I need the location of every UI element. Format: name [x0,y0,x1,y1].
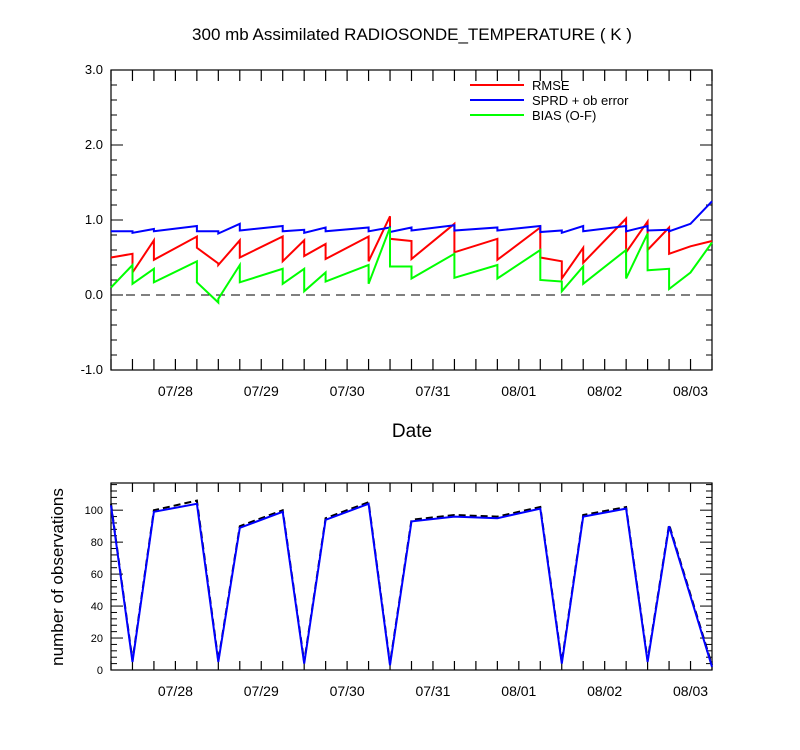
x-tick-label: 07/30 [330,383,365,399]
x-tick-label: 08/01 [501,683,536,699]
series-line-bias-o-f [110,227,713,305]
legend-label: SPRD + ob error [532,93,629,108]
y-tick-label: 100 [85,505,103,517]
y-tick-label: 80 [91,537,103,549]
bottom-series-group [110,499,713,668]
top-y-tick-labels: -1.0 0.0 1.0 2.0 3.0 [81,62,103,377]
top-axes-ticks [110,69,713,371]
y-tick-label: 20 [91,633,103,645]
y-tick-label: 60 [91,569,103,581]
x-tick-label: 08/03 [673,683,708,699]
x-tick-label: 08/03 [673,383,708,399]
y-tick-label: 2.0 [85,137,103,152]
x-tick-label: 07/30 [330,683,365,699]
bottom-y-tick-labels: 0 20 40 60 80 100 [85,505,103,677]
y-tick-label: 40 [91,601,103,613]
x-tick-label: 07/28 [158,383,193,399]
top-x-tick-labels: 07/28 07/29 07/30 07/31 08/01 08/02 08/03 [158,383,708,399]
x-tick-label: 08/02 [587,383,622,399]
y-tick-label: 3.0 [85,62,103,77]
chart-title: 300 mb Assimilated RADIOSONDE_TEMPERATUR… [192,25,632,44]
series-line-series-1 [110,502,713,668]
top-chart: 300 mb Assimilated RADIOSONDE_TEMPERATUR… [81,25,713,442]
x-tick-label: 08/01 [501,383,536,399]
y-tick-label: 0 [97,665,103,677]
y-tick-label: -1.0 [81,362,103,377]
x-axis-label: Date [392,421,432,442]
x-tick-label: 07/28 [158,683,193,699]
top-series-group [110,200,713,305]
legend-label: BIAS (O-F) [532,108,596,123]
y-tick-label: 0.0 [85,287,103,302]
legend-label: RMSE [532,78,570,93]
bottom-axes-ticks [110,483,713,671]
bottom-chart: 0 20 40 60 80 100 07/28 07/29 07/30 07/31 08/01 08… [48,482,713,699]
y-axis-label: number of observations [48,488,67,666]
x-tick-label: 07/29 [244,383,279,399]
bottom-x-tick-labels: 07/28 07/29 07/30 07/31 08/01 08/02 08/03 [158,683,708,699]
y-tick-label: 1.0 [85,212,103,227]
x-tick-label: 07/31 [415,383,450,399]
x-tick-label: 08/02 [587,683,622,699]
x-tick-label: 07/29 [244,683,279,699]
x-tick-label: 07/31 [415,683,450,699]
